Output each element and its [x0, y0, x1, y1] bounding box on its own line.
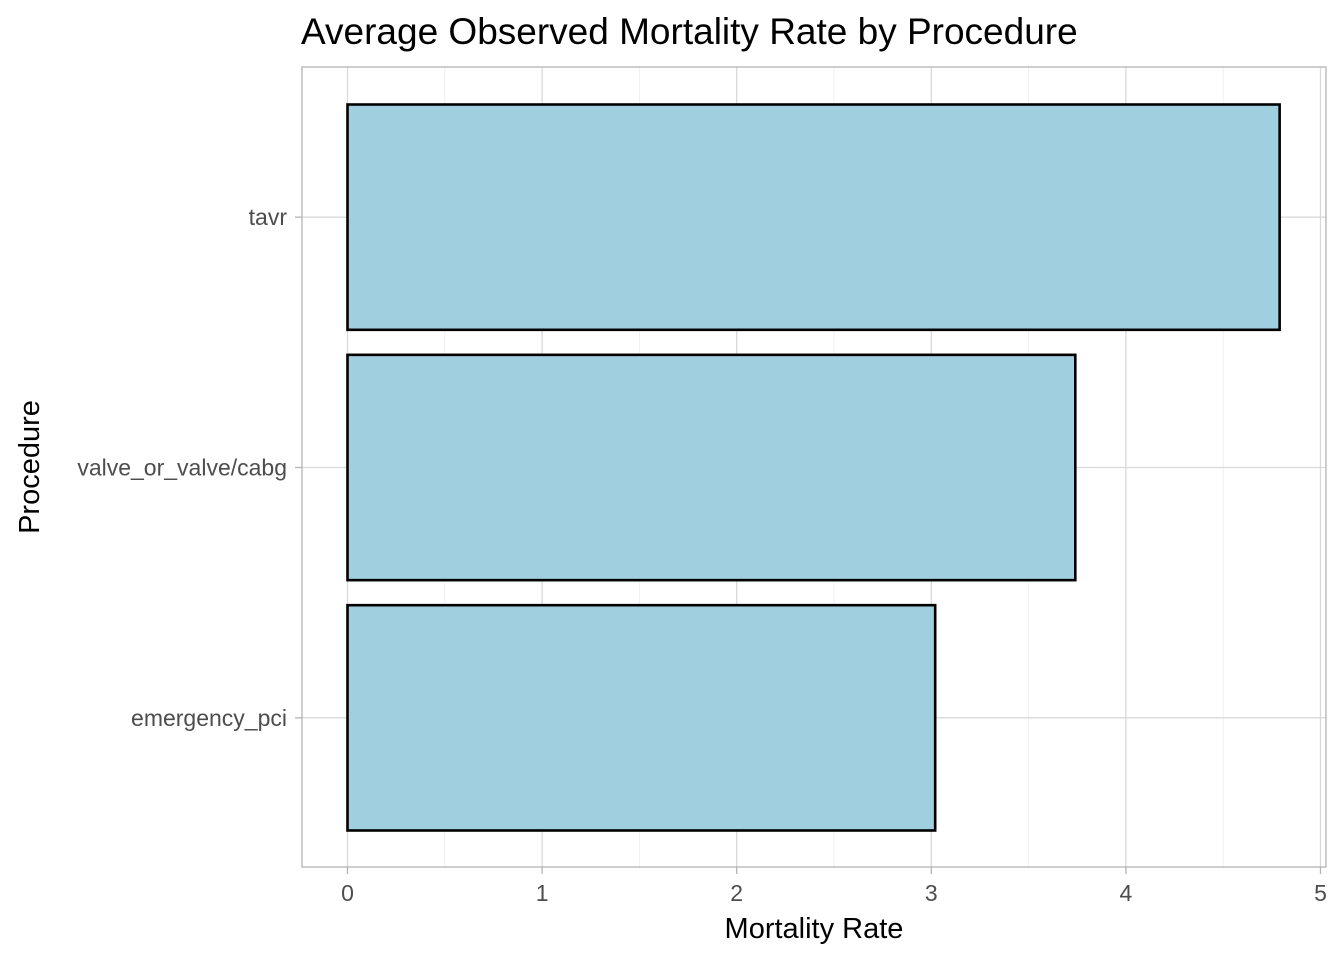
x-tick-label: 1 — [536, 880, 549, 906]
x-axis-title: Mortality Rate — [725, 913, 904, 945]
x-tick-label: 3 — [925, 880, 938, 906]
chart-title: Average Observed Mortality Rate by Proce… — [301, 11, 1078, 52]
x-tick-label: 0 — [341, 880, 354, 906]
x-tick-label: 2 — [730, 880, 743, 906]
y-axis-title: Procedure — [14, 400, 46, 534]
bar-tavr — [346, 103, 1281, 332]
x-tick-label: 4 — [1120, 880, 1133, 906]
bars — [346, 103, 1281, 832]
y-tick-label: valve_or_valve/cabg — [77, 455, 287, 481]
y-tick-label: tavr — [249, 204, 288, 230]
bar-emergency-pci — [346, 603, 937, 832]
y-tick-label: emergency_pci — [131, 705, 287, 731]
bar-valve-or-valve-cabg — [346, 353, 1077, 582]
x-tick-label: 5 — [1314, 880, 1327, 906]
x-axis: 0 1 2 3 4 5 — [341, 867, 1327, 906]
y-axis: emergency_pci valve_or_valve/cabg tavr — [77, 204, 302, 731]
